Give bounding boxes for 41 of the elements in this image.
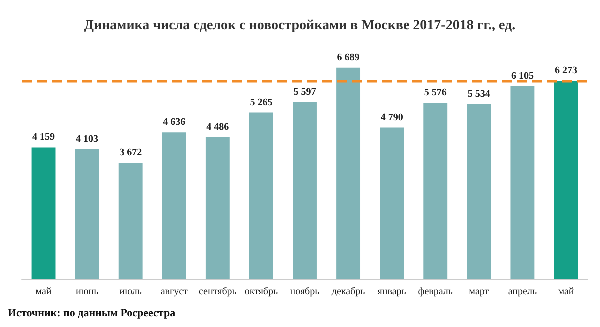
- bar: [554, 80, 578, 279]
- data-label: 5 265: [250, 97, 273, 108]
- text: Источник: по данным Росреестра: [8, 308, 176, 320]
- data-label: 4 159: [32, 132, 56, 144]
- x-tick-label: сентябрь: [199, 286, 238, 298]
- bar: [336, 68, 361, 279]
- x-tick-label: август: [160, 286, 189, 298]
- data-label: 5 534: [468, 88, 490, 100]
- x-tick-label: декабрь: [332, 286, 366, 298]
- bar: [249, 112, 274, 279]
- data-label: 3 672: [120, 148, 142, 159]
- x-tick-label: февраль: [418, 286, 454, 298]
- bar: [424, 102, 448, 279]
- x-tick-label: январь: [378, 286, 407, 298]
- data-label: 4 103: [76, 134, 99, 145]
- bar: [380, 128, 404, 279]
- x-tick-label: октябрь: [244, 286, 279, 298]
- data-label: 4 486: [206, 122, 230, 133]
- data-label: 6 105: [511, 70, 534, 82]
- data-label: 4 790: [380, 112, 404, 124]
- x-tick-label: июнь: [76, 286, 100, 298]
- data-label: 4 636: [163, 117, 186, 128]
- x-tick-label: март: [469, 286, 490, 298]
- bar: [206, 137, 230, 279]
- bar: [467, 104, 492, 279]
- x-tick-label: май: [36, 286, 52, 298]
- data-label: 6 273: [554, 65, 578, 76]
- bar: [75, 149, 100, 279]
- data-label: 5 597: [294, 86, 316, 98]
- x-tick-label: ноябрь: [290, 286, 320, 298]
- bar: [162, 132, 186, 279]
- x-tick-label: апрель: [508, 286, 538, 298]
- x-tick-label: июль: [120, 286, 142, 298]
- x-tick-label: май: [558, 286, 575, 298]
- chart-title: Динамика числа сделок с новостройками в Москве 2017-2018 гг., ед.: [84, 18, 516, 34]
- bar: [118, 163, 143, 279]
- bar: [32, 148, 56, 279]
- bar: [293, 102, 317, 279]
- data-label: 5 576: [424, 87, 447, 98]
- data-label: 6 689: [337, 52, 360, 64]
- bar: [510, 86, 535, 279]
